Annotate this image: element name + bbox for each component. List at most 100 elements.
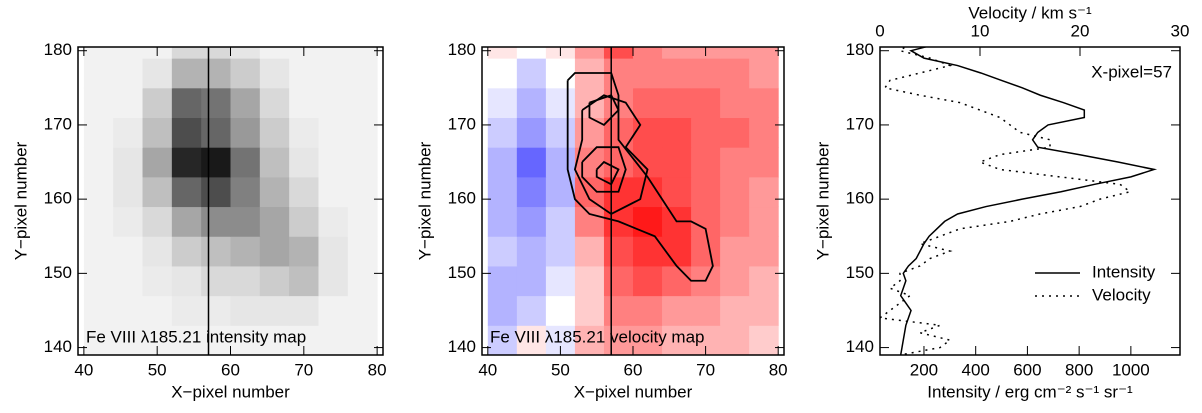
legend-label: Intensity xyxy=(1092,262,1156,281)
x2-tick-label: 10 xyxy=(971,21,990,40)
legend-label: Velocity xyxy=(1092,285,1151,304)
map-cell xyxy=(487,87,518,119)
map-cell xyxy=(545,58,576,89)
map-label: Fe VIII λ185.21 intensity map xyxy=(86,327,306,346)
map-cell xyxy=(545,265,576,297)
map-cell xyxy=(318,206,349,237)
map-label: Fe VIII λ185.21 velocity map xyxy=(490,327,705,346)
map-cell xyxy=(749,206,779,237)
map-cell xyxy=(749,87,779,119)
map-cell xyxy=(83,265,114,297)
map-cell xyxy=(347,117,378,148)
map-cell xyxy=(574,265,605,297)
map-cell xyxy=(603,325,634,355)
map-cell xyxy=(142,265,173,297)
x-tick-label: 1000 xyxy=(1112,360,1150,379)
map-cell xyxy=(142,87,173,119)
x-axis-title: Intensity / erg cm⁻² s⁻¹ sr⁻¹ xyxy=(927,382,1133,401)
map-cell xyxy=(171,295,202,326)
map-cell xyxy=(259,147,290,178)
map-cell xyxy=(720,325,750,355)
map-cell xyxy=(230,236,261,267)
map-cell xyxy=(259,87,290,119)
map-cell xyxy=(171,117,202,148)
map-cell xyxy=(720,176,750,208)
contour xyxy=(573,94,649,216)
x-tick-label: 80 xyxy=(368,360,387,379)
map-cell xyxy=(83,325,114,355)
plot-area xyxy=(880,47,1158,355)
map-cell xyxy=(318,47,349,59)
map-cell xyxy=(142,176,173,208)
map-cell xyxy=(749,147,779,178)
map-cell xyxy=(259,58,290,89)
map-cell xyxy=(574,325,605,355)
map-cell xyxy=(662,117,692,148)
map-cell xyxy=(720,87,750,119)
map-cell xyxy=(516,295,547,326)
map-cell xyxy=(142,117,173,148)
map-cell xyxy=(749,236,779,267)
map-cell xyxy=(516,87,547,119)
map-cell xyxy=(201,87,231,119)
map-cell xyxy=(201,325,231,355)
map-cell xyxy=(259,295,290,326)
map-cell xyxy=(142,206,173,237)
map-cell xyxy=(201,265,231,297)
map-cell xyxy=(516,147,547,178)
map-cell xyxy=(545,236,576,267)
x-axis-title: X−pixel number xyxy=(171,382,290,401)
x-tick-label: 70 xyxy=(696,360,715,379)
y-tick-label: 140 xyxy=(44,337,72,356)
y-axis-title: Y−pixel number xyxy=(813,141,832,260)
map-cell xyxy=(545,295,576,326)
map-cell xyxy=(171,147,202,178)
map-cell xyxy=(171,236,202,267)
map-cell xyxy=(347,176,378,208)
map-cell xyxy=(113,236,144,267)
map-cell xyxy=(633,265,663,297)
map-cell xyxy=(171,176,202,208)
y-tick-label: 180 xyxy=(448,40,476,59)
map-cell xyxy=(318,236,349,267)
map-cell xyxy=(633,147,663,178)
map-cell xyxy=(83,87,114,119)
map-cell xyxy=(662,47,692,59)
map-cell xyxy=(230,265,261,297)
map-cell xyxy=(171,265,202,297)
map-cell xyxy=(662,58,692,89)
map-cell xyxy=(487,295,518,326)
map-cell xyxy=(113,87,144,119)
y-tick-label: 160 xyxy=(44,189,72,208)
map-cell xyxy=(603,47,634,59)
map-cell xyxy=(347,206,378,237)
map-cell xyxy=(662,87,692,119)
map-cell xyxy=(259,325,290,355)
x2-tick-label: 20 xyxy=(1071,21,1090,40)
map-cell xyxy=(720,265,750,297)
map-cell xyxy=(201,117,231,148)
map-cell xyxy=(749,325,779,355)
x-tick-label: 60 xyxy=(624,360,643,379)
map-cell xyxy=(113,295,144,326)
map-cell xyxy=(487,265,518,297)
y-axis-title: Y−pixel number xyxy=(415,141,434,260)
map-cell xyxy=(516,325,547,355)
x-tick-label: 40 xyxy=(478,360,497,379)
map-cell xyxy=(259,236,290,267)
map-cell xyxy=(516,58,547,89)
x2-axis-title: Velocity / km s⁻¹ xyxy=(968,3,1092,22)
y-tick-label: 150 xyxy=(846,263,874,282)
map-cell xyxy=(516,265,547,297)
map-cell xyxy=(289,87,319,119)
map-cell xyxy=(691,147,721,178)
map-cell xyxy=(83,47,114,59)
profile-annotation: X-pixel=57 xyxy=(1091,62,1172,81)
map-cell xyxy=(545,206,576,237)
map-cell xyxy=(487,147,518,178)
map-cell xyxy=(516,176,547,208)
map-cell xyxy=(749,58,779,89)
x-axis-title: X−pixel number xyxy=(574,382,693,401)
